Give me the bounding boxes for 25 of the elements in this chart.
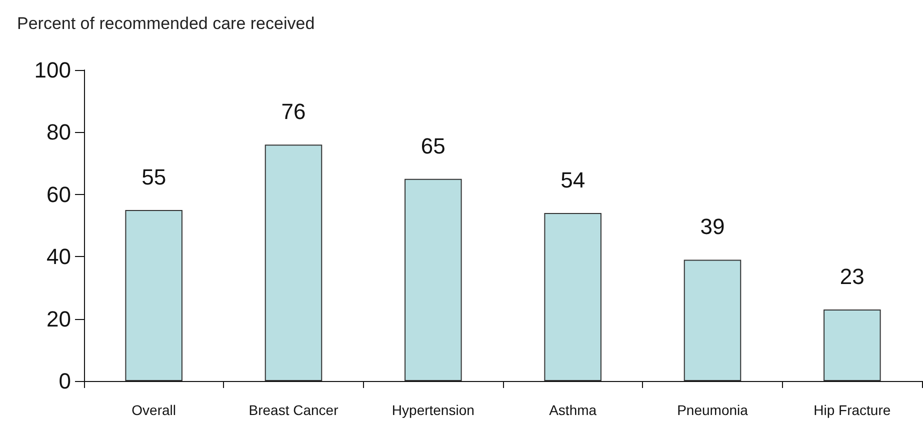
x-tick-label: Asthma xyxy=(549,402,597,418)
data-label: 65 xyxy=(420,133,446,158)
data-label: 23 xyxy=(840,264,864,289)
data-label: 76 xyxy=(281,99,306,124)
y-tick-label: 60 xyxy=(46,182,71,207)
x-tick-label: Hypertension xyxy=(392,402,474,418)
x-tick-label: Hip Fracture xyxy=(814,402,891,418)
bar xyxy=(544,213,602,381)
bar xyxy=(125,210,182,381)
x-tick-label: Pneumonia xyxy=(677,402,748,418)
y-tick-label: 40 xyxy=(46,244,71,270)
data-label: 54 xyxy=(560,168,586,193)
y-tick-label: 20 xyxy=(46,306,71,332)
bar xyxy=(264,144,322,381)
x-tick-label: Overall xyxy=(132,402,176,418)
bar xyxy=(404,178,462,381)
data-label: 55 xyxy=(142,164,166,190)
y-tick-label: 80 xyxy=(46,120,71,145)
x-tick-label: Breast Cancer xyxy=(248,402,339,418)
data-label: 39 xyxy=(700,214,725,240)
y-tick-label: 100 xyxy=(34,58,71,82)
bar xyxy=(684,260,742,381)
y-tick-label: 0 xyxy=(58,368,71,394)
bar xyxy=(824,309,881,381)
y-axis-title: Percent of recommended care received xyxy=(17,14,315,33)
